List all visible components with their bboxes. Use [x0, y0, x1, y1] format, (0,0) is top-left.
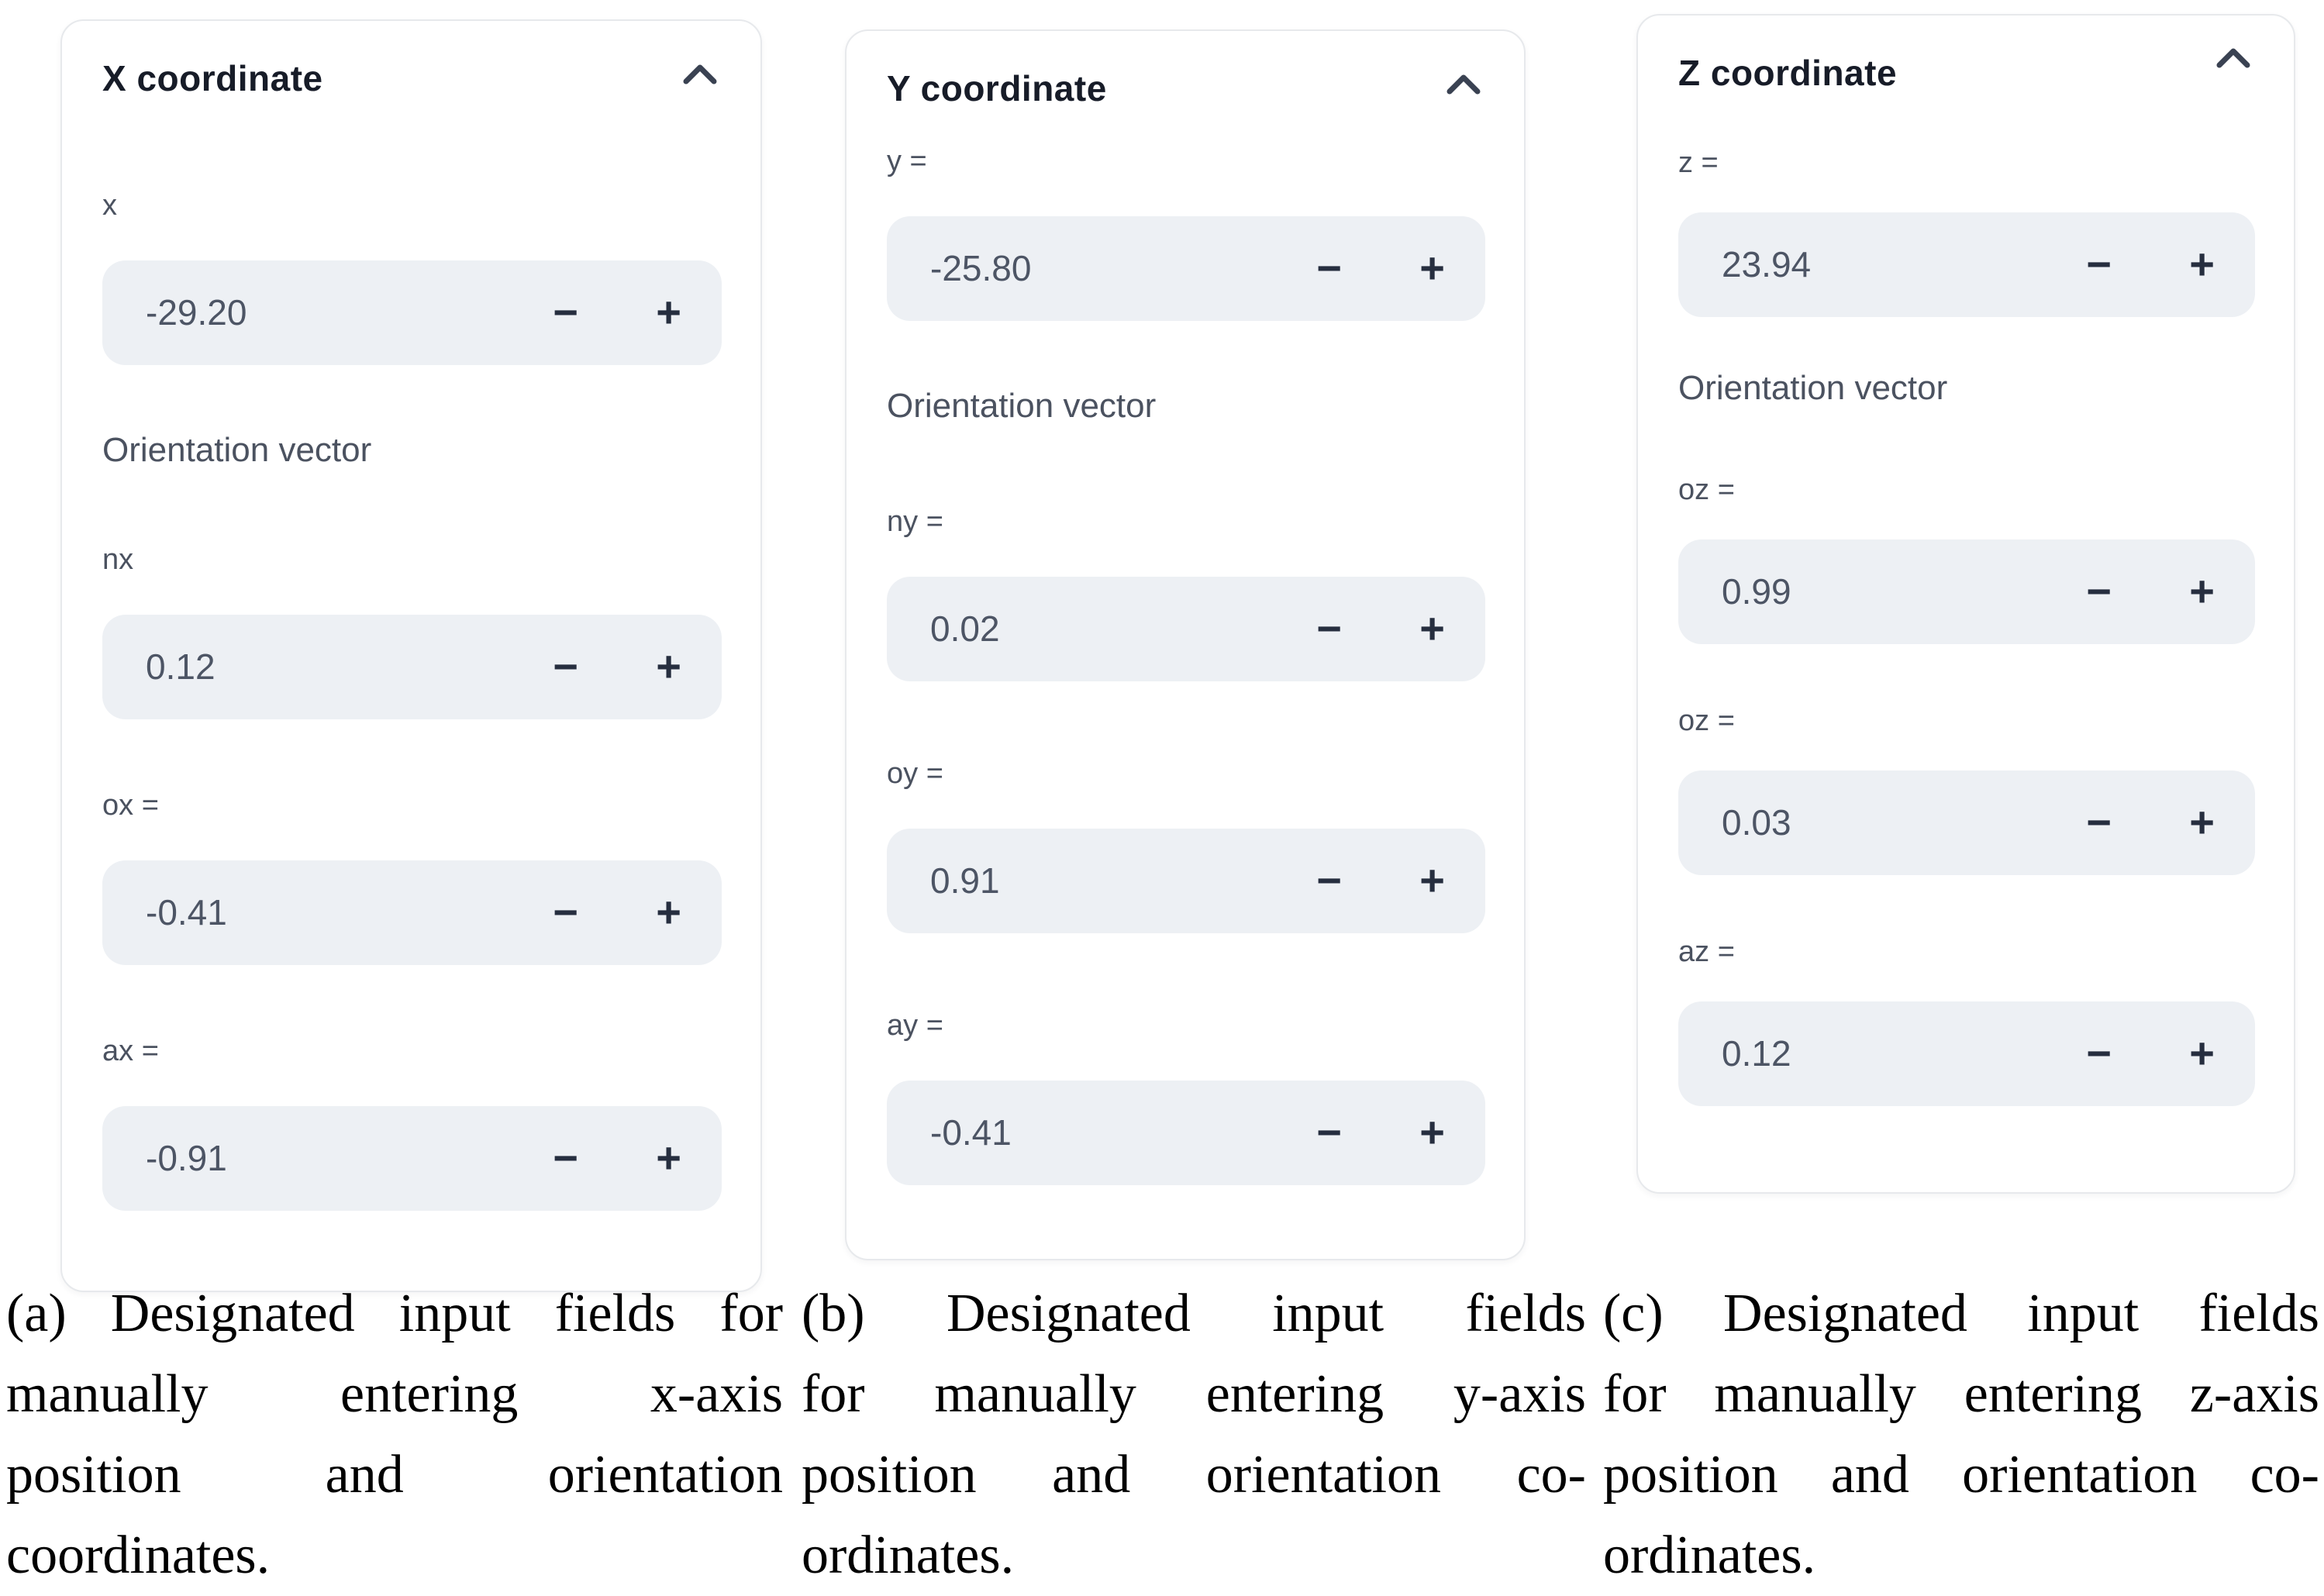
caption-line: manually entering x-axis	[6, 1364, 783, 1424]
increment-button[interactable]: +	[2189, 567, 2215, 616]
y-stepper: -25.80 − +	[887, 215, 1485, 321]
increment-button[interactable]: +	[1419, 243, 1445, 293]
field-label: z =	[1678, 146, 1719, 179]
orientation-vector-label: Orientation vector	[887, 386, 1157, 425]
increment-button[interactable]: +	[2189, 798, 2215, 847]
chevron-up-icon	[1443, 74, 1484, 102]
field-label: az =	[1678, 935, 1735, 968]
oy-stepper: 0.91 − +	[887, 828, 1485, 933]
increment-button[interactable]: +	[1419, 856, 1445, 905]
field-label: oz =	[1678, 473, 1735, 506]
subcaption-b: (b) Designated input fields for manually…	[802, 1274, 1586, 1596]
y-coordinate-panel: Y coordinate y = -25.80 − + Orientation …	[845, 29, 1526, 1260]
decrement-button[interactable]: −	[1316, 243, 1342, 293]
field-label: nx	[102, 543, 134, 576]
increment-button[interactable]: +	[2189, 240, 2215, 289]
decrement-button[interactable]: −	[2086, 798, 2112, 847]
increment-button[interactable]: +	[656, 1133, 681, 1183]
panel-title: X coordinate	[102, 58, 323, 98]
field-label: oy =	[887, 757, 943, 790]
y-input[interactable]: -25.80	[930, 248, 1032, 289]
field-label: ax =	[102, 1034, 159, 1067]
panel-title: Y coordinate	[887, 68, 1107, 109]
decrement-button[interactable]: −	[553, 288, 578, 337]
ay-stepper: -0.41 − +	[887, 1080, 1485, 1185]
column-a: X coordinate x -29.20 − + Orientation ve…	[0, 0, 791, 1585]
panel-header: Z coordinate	[1678, 48, 2255, 94]
chevron-up-icon	[2213, 48, 2253, 75]
caption-line: position and orientation co-	[802, 1445, 1586, 1505]
field-label: y =	[887, 144, 927, 178]
panel-header: X coordinate	[102, 58, 722, 99]
decrement-button[interactable]: −	[553, 888, 578, 937]
x-input[interactable]: -29.20	[146, 292, 247, 333]
nx-stepper: 0.12 − +	[102, 614, 722, 719]
decrement-button[interactable]: −	[2086, 567, 2112, 616]
increment-button[interactable]: +	[2189, 1029, 2215, 1078]
ax-stepper: -0.91 − +	[102, 1105, 722, 1211]
caption-line: coordinates.	[6, 1525, 271, 1585]
decrement-button[interactable]: −	[1316, 604, 1342, 653]
x-coordinate-panel: X coordinate x -29.20 − + Orientation ve…	[60, 19, 762, 1292]
decrement-button[interactable]: −	[1316, 1108, 1342, 1157]
column-b: Y coordinate y = -25.80 − + Orientation …	[791, 0, 1597, 1585]
decrement-button[interactable]: −	[553, 642, 578, 691]
caption-line: (a) Designated input fields for	[6, 1284, 783, 1343]
oz-stepper: 0.99 − +	[1678, 539, 2255, 644]
z-coordinate-panel: Z coordinate z = 23.94 − + Orientation v…	[1636, 14, 2295, 1194]
collapse-button[interactable]	[2212, 42, 2255, 76]
caption-line: position and orientation co-	[1603, 1445, 2319, 1505]
field-label: oz =	[1678, 704, 1735, 737]
field-label: ox =	[102, 788, 159, 822]
subcaption-a: (a) Designated input fields for manually…	[6, 1274, 783, 1596]
decrement-button[interactable]: −	[2086, 240, 2112, 289]
caption-line: for manually entering z-axis	[1603, 1364, 2319, 1424]
ny-stepper: 0.02 − +	[887, 576, 1485, 681]
increment-button[interactable]: +	[656, 288, 681, 337]
ax-input[interactable]: -0.91	[146, 1138, 227, 1179]
oy-input[interactable]: 0.91	[930, 860, 1000, 901]
collapse-button[interactable]	[678, 58, 722, 92]
field-label: ny =	[887, 505, 943, 538]
field-label: x	[102, 188, 117, 222]
panel-title: Z coordinate	[1678, 53, 1898, 93]
decrement-button[interactable]: −	[1316, 856, 1342, 905]
subcaption-c: (c) Designated input fields for manually…	[1603, 1274, 2319, 1596]
increment-button[interactable]: +	[656, 888, 681, 937]
ox-stepper: -0.41 − +	[102, 860, 722, 965]
nx-input[interactable]: 0.12	[146, 646, 216, 688]
caption-line: (c) Designated input fields	[1603, 1284, 2319, 1343]
ny-input[interactable]: 0.02	[930, 608, 1000, 650]
caption-line: position and orientation	[6, 1445, 783, 1505]
panel-header: Y coordinate	[887, 68, 1485, 109]
caption-line: ordinates.	[1603, 1525, 1816, 1585]
column-c: Z coordinate z = 23.94 − + Orientation v…	[1597, 0, 2324, 1585]
az-input[interactable]: 0.12	[1722, 1033, 1791, 1074]
oz-input[interactable]: 0.99	[1722, 571, 1791, 612]
decrement-button[interactable]: −	[2086, 1029, 2112, 1078]
caption-line: for manually entering y-axis	[802, 1364, 1586, 1424]
caption-line: (b) Designated input fields	[802, 1284, 1586, 1343]
ox-input[interactable]: -0.41	[146, 892, 227, 933]
field-label: ay =	[887, 1008, 943, 1042]
increment-button[interactable]: +	[656, 642, 681, 691]
az-stepper: 0.12 − +	[1678, 1001, 2255, 1106]
orientation-vector-label: Orientation vector	[1678, 368, 1948, 407]
orientation-vector-label: Orientation vector	[102, 430, 372, 469]
oz2-input[interactable]: 0.03	[1722, 802, 1791, 843]
collapse-button[interactable]	[1442, 68, 1485, 102]
caption-line: ordinates.	[802, 1525, 1015, 1585]
z-stepper: 23.94 − +	[1678, 212, 2255, 317]
decrement-button[interactable]: −	[553, 1133, 578, 1183]
chevron-up-icon	[680, 64, 720, 91]
increment-button[interactable]: +	[1419, 604, 1445, 653]
increment-button[interactable]: +	[1419, 1108, 1445, 1157]
x-stepper: -29.20 − +	[102, 260, 722, 365]
ay-input[interactable]: -0.41	[930, 1112, 1012, 1153]
z-input[interactable]: 23.94	[1722, 244, 1812, 285]
oz2-stepper: 0.03 − +	[1678, 770, 2255, 875]
